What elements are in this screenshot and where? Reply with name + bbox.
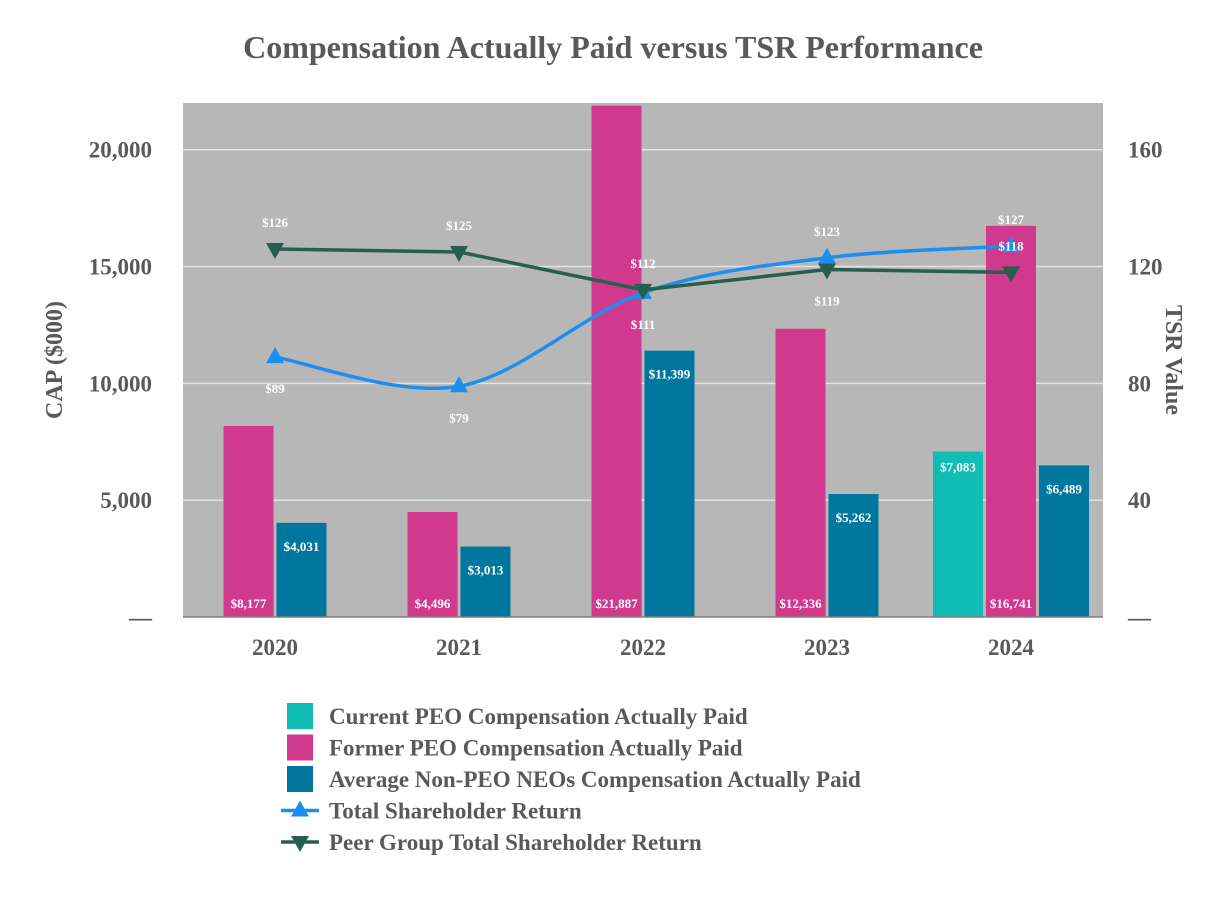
y-axis-title: CAP ($000) [42, 301, 68, 419]
line-data-label: $125 [446, 218, 473, 233]
series-marker [818, 263, 836, 280]
x-tick-label: 2022 [620, 635, 666, 660]
bar [591, 105, 642, 618]
markers [266, 236, 1020, 393]
line-data-label: $112 [630, 256, 655, 271]
legend-swatch [287, 734, 313, 761]
legend-label: Peer Group Total Shareholder Return [329, 830, 702, 855]
y2-tick-label: — [1127, 605, 1152, 630]
legend-swatch [287, 703, 313, 729]
line-data-label: $111 [631, 317, 656, 332]
y-tick-label: 20,000 [89, 138, 152, 163]
x-tick-label: 2024 [988, 635, 1035, 660]
y-axis-ticks: — 5,000 10,000 15,000 20,000 [89, 138, 153, 630]
series-marker [266, 243, 284, 260]
line-data-label: $89 [265, 381, 285, 396]
y2-tick-label: 80 [1128, 371, 1151, 396]
legend-label: Average Non-PEO NEOs Compensation Actual… [329, 767, 861, 792]
legend-label: Total Shareholder Return [329, 799, 582, 824]
line-data-label: $118 [998, 238, 1024, 253]
y-tick-label: — [128, 605, 153, 630]
y-tick-label: 10,000 [89, 371, 152, 396]
series-marker [450, 376, 468, 393]
y2-axis-title: TSR Value [1160, 305, 1186, 415]
line-data-label: $123 [814, 224, 841, 239]
series-marker [634, 283, 652, 300]
bar-data-label: $16,741 [990, 596, 1032, 611]
bar [828, 494, 879, 617]
bar [1039, 465, 1089, 617]
legend-marker [291, 800, 309, 817]
bar-data-label: $8,177 [231, 596, 267, 611]
bar-data-label: $4,031 [284, 539, 320, 554]
series-marker [450, 245, 468, 262]
y2-axis-ticks: — 40 80 120 160 [1127, 138, 1163, 630]
legend-swatch [287, 766, 313, 792]
bar-data-label: $3,013 [468, 563, 504, 578]
bar-data-label: $12,336 [779, 596, 822, 611]
bar [775, 328, 826, 617]
bar [933, 451, 983, 617]
x-tick-label: 2021 [436, 635, 482, 660]
bar [986, 225, 1036, 617]
line-labels: $89 $79 $111 $123 $127 $126 $125 $112 $119 $118 [262, 212, 1025, 425]
line-data-label: $127 [998, 212, 1025, 227]
bar [223, 425, 274, 617]
y2-tick-label: 120 [1128, 255, 1163, 280]
bar [460, 546, 511, 617]
bar-data-label: $4,496 [415, 596, 451, 611]
y2-tick-label: 40 [1128, 488, 1151, 513]
series-marker [1002, 236, 1020, 253]
y-tick-label: 5,000 [100, 488, 152, 513]
bar [276, 522, 327, 617]
bar [407, 511, 458, 617]
legend-marker [291, 836, 309, 852]
y-tick-label: 15,000 [89, 255, 152, 280]
line-data-label: $119 [814, 293, 840, 308]
y2-tick-label: 160 [1128, 138, 1163, 163]
bar-data-label: $6,489 [1046, 481, 1082, 496]
bar-data-label: $11,399 [649, 367, 691, 382]
line-data-label: $79 [449, 410, 469, 425]
line-data-label: $126 [262, 215, 289, 230]
bars [223, 105, 1089, 618]
legend-label: Current PEO Compensation Actually Paid [329, 704, 748, 729]
x-axis-ticks: 2020 2021 2022 2023 2024 [252, 635, 1035, 660]
chart-title: Compensation Actually Paid versus TSR Pe… [243, 29, 983, 65]
bar-data-label: $21,887 [595, 596, 638, 611]
bar-labels: $8,177 $4,031 $4,496 $3,013 $21,887 $11,399 $1… [231, 367, 1083, 611]
legend: Current PEO Compensation Actually Paid Fo… [281, 703, 861, 855]
bar-data-label: $7,083 [940, 460, 976, 475]
bar [644, 350, 695, 617]
series-marker [266, 347, 284, 364]
series-marker [818, 247, 836, 264]
x-tick-label: 2023 [804, 635, 850, 660]
x-tick-label: 2020 [252, 635, 298, 660]
series-marker [1002, 266, 1020, 283]
bar-data-label: $5,262 [836, 510, 872, 525]
legend-label: Former PEO Compensation Actually Paid [329, 736, 743, 761]
